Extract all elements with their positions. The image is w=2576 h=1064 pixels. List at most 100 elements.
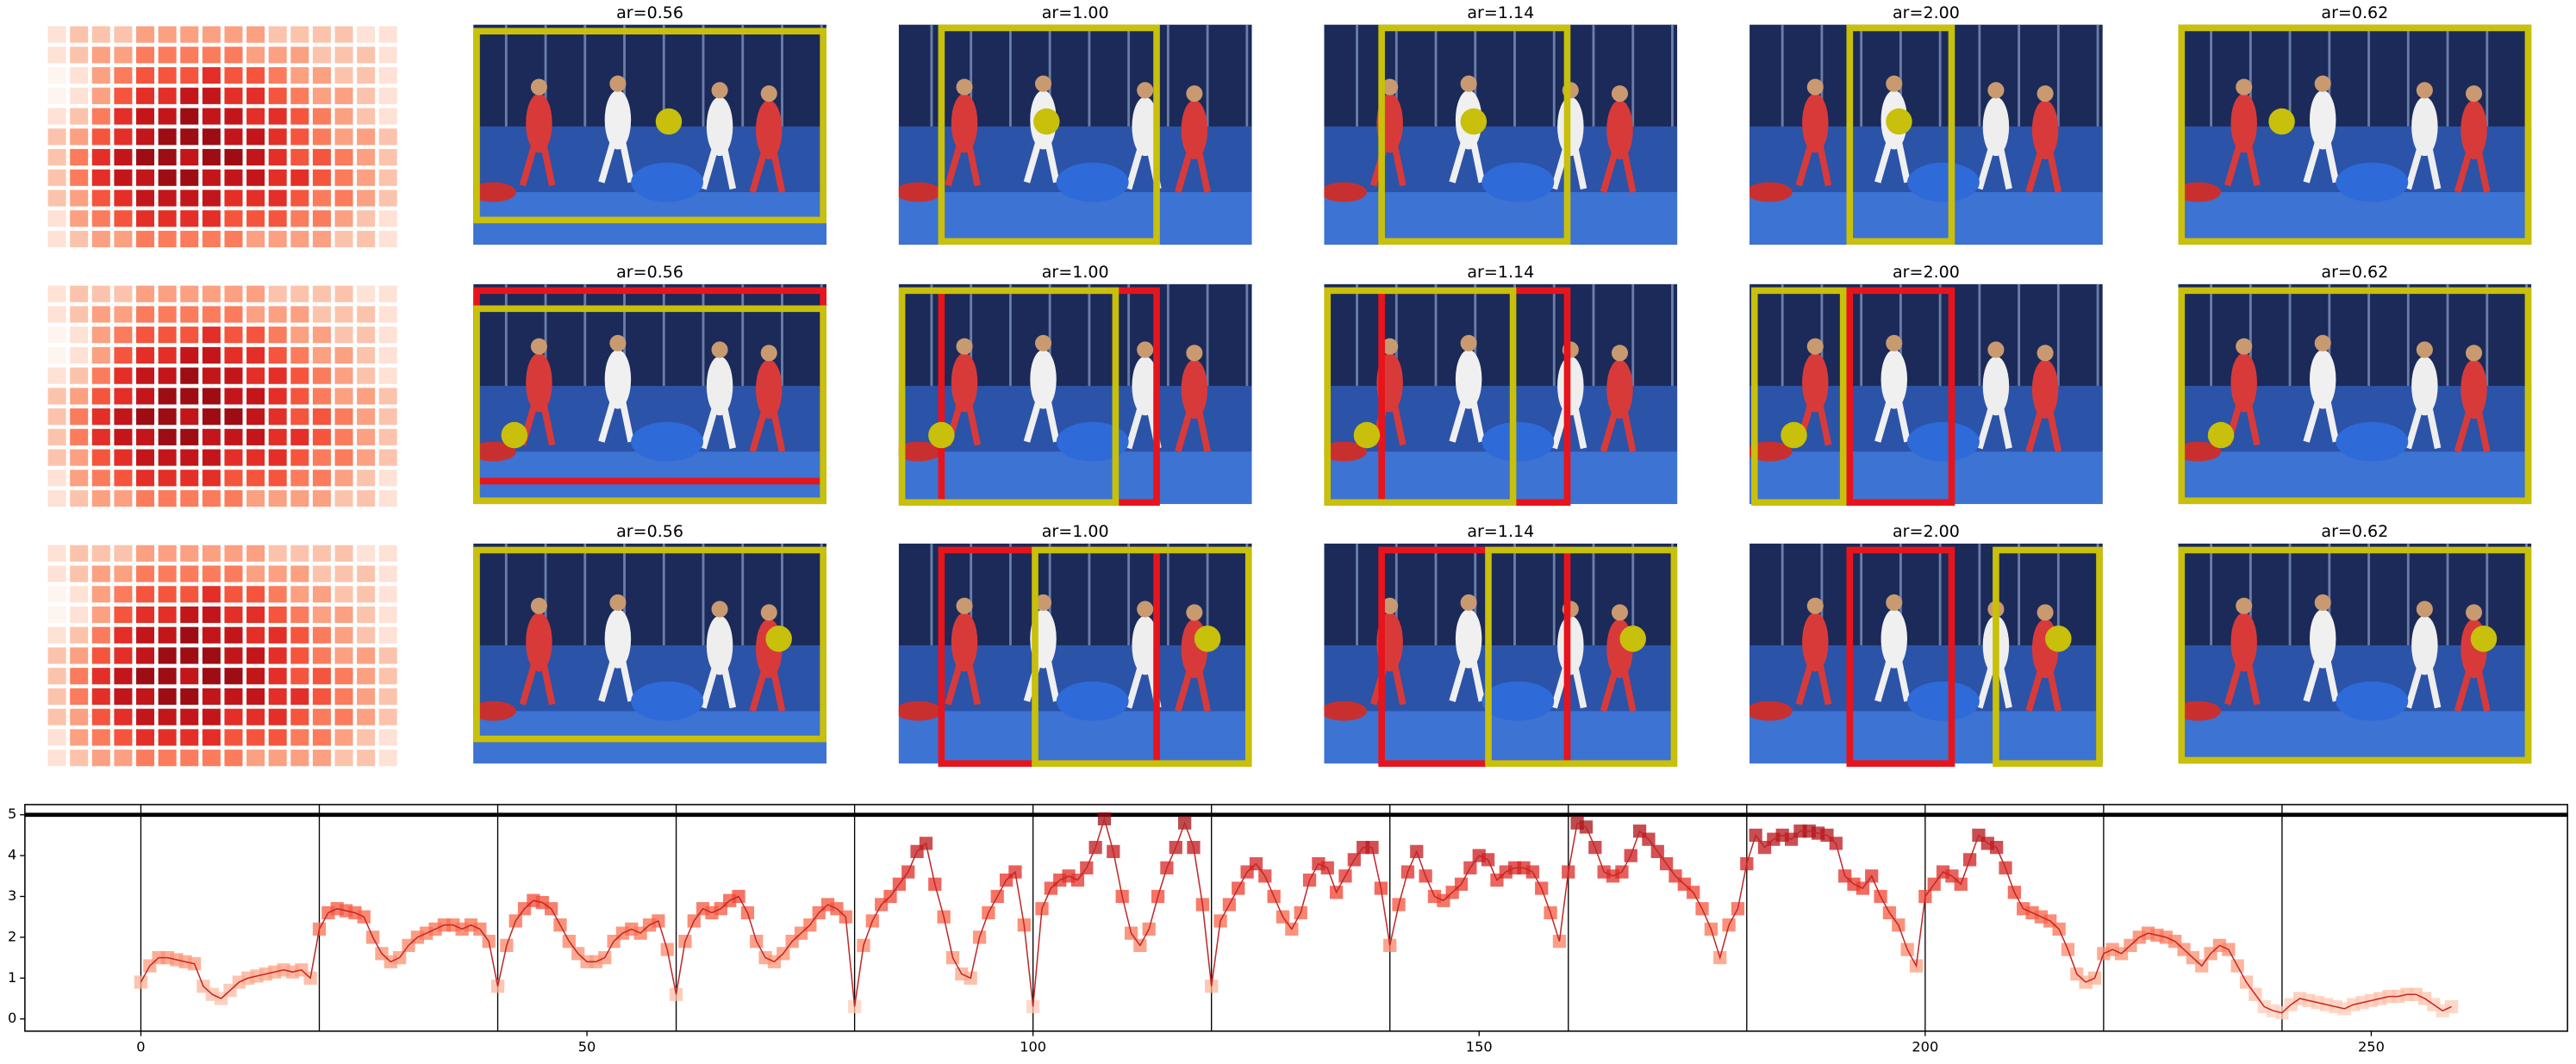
heat-cell xyxy=(158,306,177,323)
saliency-point xyxy=(2045,625,2072,652)
player-leg xyxy=(1195,411,1211,452)
heat-cell xyxy=(202,47,221,64)
player-head xyxy=(1186,604,1203,621)
photo xyxy=(1750,543,2103,764)
heat-cell xyxy=(180,489,199,507)
player-head xyxy=(1611,604,1629,621)
heat-cell xyxy=(268,306,287,323)
heat-cell xyxy=(334,87,353,104)
player-head xyxy=(711,341,728,358)
series xyxy=(134,812,2459,1020)
player-head xyxy=(956,78,973,96)
heat-cell xyxy=(91,306,110,323)
heat-cell xyxy=(357,47,376,64)
heat-cell xyxy=(180,565,199,582)
player-head xyxy=(1987,341,2005,358)
player-head xyxy=(1382,597,1399,614)
heat-cell xyxy=(357,626,376,644)
heat-cell xyxy=(136,210,155,227)
heat-cell xyxy=(114,668,133,685)
y-tick-label: 3 xyxy=(8,887,16,904)
heat-cell xyxy=(268,47,287,64)
heat-cell xyxy=(158,565,177,582)
heat-cell xyxy=(224,688,243,706)
heat-cell xyxy=(378,367,397,384)
player-head xyxy=(1137,82,1154,99)
player-leg xyxy=(598,660,616,702)
heat-cell xyxy=(158,688,177,706)
heat-cell xyxy=(136,428,155,445)
heat-cell xyxy=(202,128,221,146)
player-body xyxy=(2309,90,2336,150)
heat-cell xyxy=(158,128,177,146)
player-head xyxy=(530,338,547,355)
heat-cell xyxy=(47,148,66,166)
heat-cell xyxy=(312,66,331,84)
heat-cell xyxy=(378,647,397,664)
heat-cell xyxy=(290,626,309,644)
heat-cell xyxy=(290,647,309,664)
heat-cell xyxy=(312,489,331,507)
heat-cell xyxy=(114,388,133,405)
heat-cell xyxy=(70,750,89,767)
heat-cell xyxy=(290,108,309,125)
heat-cell xyxy=(312,449,331,466)
heat-cell xyxy=(290,230,309,248)
saliency-point xyxy=(2207,421,2235,449)
heat-cell xyxy=(246,108,265,125)
player-body xyxy=(1455,609,1482,669)
player-body xyxy=(1881,609,1908,669)
heat-cell xyxy=(202,586,221,603)
heat-cell xyxy=(357,230,376,248)
heat-cell xyxy=(224,190,243,207)
player-leg xyxy=(749,152,768,194)
heat-cell xyxy=(224,449,243,466)
heat-cell xyxy=(334,708,353,725)
heat-cell xyxy=(290,668,309,685)
heat-cell xyxy=(246,210,265,227)
heat-cell xyxy=(312,169,331,186)
heat-cell xyxy=(158,108,177,125)
heat-cell xyxy=(357,449,376,466)
heat-cell xyxy=(91,668,110,685)
heat-cell xyxy=(47,626,66,644)
saliency-point xyxy=(928,421,955,449)
player-head xyxy=(2314,594,2331,611)
heat-cell xyxy=(378,668,397,685)
player-leg xyxy=(1600,670,1619,712)
heat-cell xyxy=(158,750,177,767)
crop-box xyxy=(1846,287,1955,507)
player-head xyxy=(1806,597,1824,614)
field xyxy=(898,191,1252,245)
player-leg xyxy=(1175,152,1193,194)
heat-cell xyxy=(312,565,331,582)
heat-cell xyxy=(334,108,353,125)
heat-cell xyxy=(91,626,110,644)
player-body xyxy=(526,612,552,672)
player-body xyxy=(1802,93,1829,153)
player-body xyxy=(706,96,733,157)
field xyxy=(1324,711,1678,764)
heat-cell xyxy=(180,470,199,487)
heat-cell xyxy=(47,66,66,84)
heat-cell xyxy=(136,47,155,64)
heat-cell xyxy=(47,169,66,186)
goalkeeper xyxy=(1056,681,1129,721)
panel-title: ar=1.00 xyxy=(1042,522,1109,541)
crop-box xyxy=(1032,546,1252,768)
heat-cell xyxy=(47,230,66,248)
photo xyxy=(1750,24,2103,245)
heat-cell xyxy=(224,148,243,166)
player-leg xyxy=(2224,663,2242,706)
heat-cell xyxy=(70,688,89,706)
heat-cell xyxy=(268,750,287,767)
heat-cell xyxy=(246,367,265,384)
heat-cell xyxy=(158,367,177,384)
player-body xyxy=(1181,100,1208,159)
player-head xyxy=(1886,594,1903,611)
heat-cell xyxy=(246,565,265,582)
photo xyxy=(1324,283,1678,505)
player-leg xyxy=(2224,145,2242,187)
heat-cell xyxy=(70,66,89,84)
